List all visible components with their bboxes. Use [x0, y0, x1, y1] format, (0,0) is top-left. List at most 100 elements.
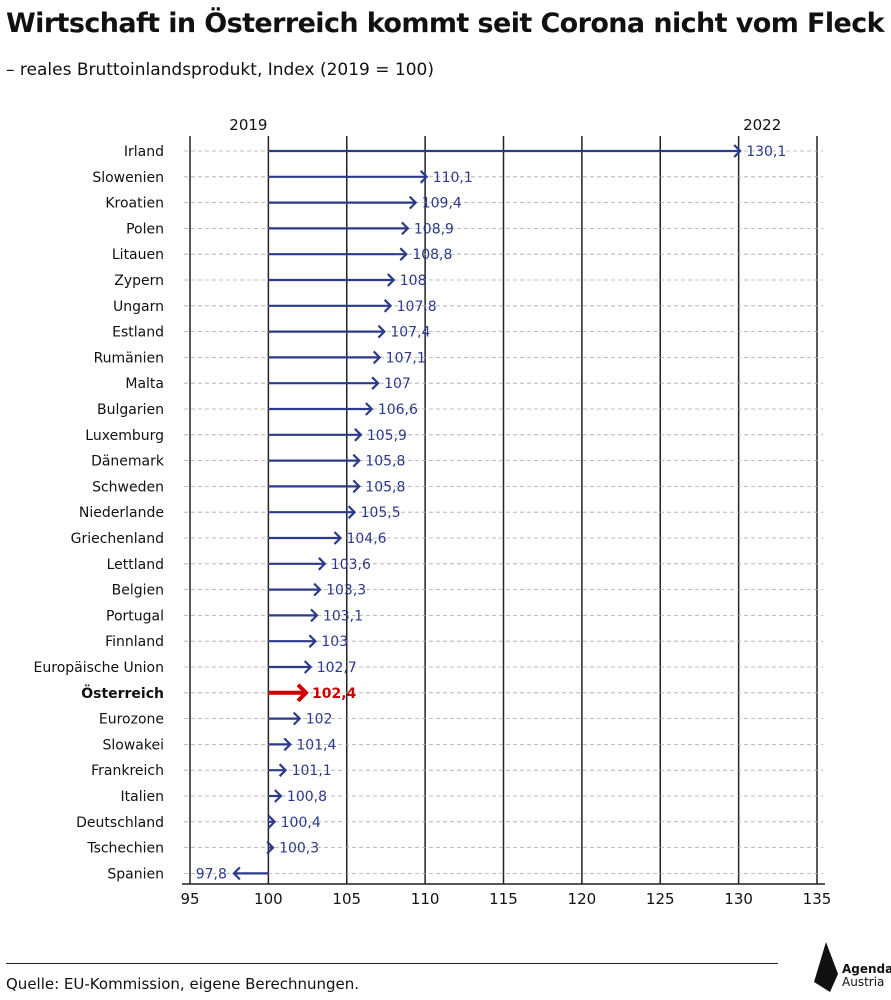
- category-label: Niederlande: [79, 505, 164, 521]
- chart-title: Wirtschaft in Österreich kommt seit Coro…: [6, 8, 885, 39]
- value-label: 105,5: [361, 505, 401, 521]
- row-9: Malta 107: [125, 376, 823, 392]
- value-label: 108: [400, 273, 427, 289]
- arrow-head: [313, 582, 322, 597]
- value-label: 109,4: [422, 196, 462, 212]
- x-tick-label: 95: [180, 890, 199, 908]
- category-label: Polen: [126, 221, 164, 237]
- arrow-head: [266, 840, 275, 855]
- row-23: Slowakei 101,4: [103, 737, 823, 753]
- arrow-head: [232, 866, 241, 881]
- category-label: Zypern: [114, 273, 164, 289]
- row-1: Slowenien 110,1: [92, 170, 823, 186]
- value-label: 100,8: [287, 789, 327, 805]
- value-label: 110,1: [433, 170, 473, 186]
- value-label: 108,8: [412, 247, 452, 263]
- row-12: Dänemark 105,8: [91, 454, 823, 470]
- category-label: Bulgarien: [97, 402, 164, 418]
- value-label: 105,8: [365, 479, 405, 495]
- row-21: Österreich 102,4: [81, 683, 823, 703]
- arrow-head: [377, 324, 386, 339]
- category-label: Finnland: [105, 634, 164, 650]
- arrow-head: [283, 737, 292, 752]
- logo-line1: Agenda: [842, 962, 891, 976]
- baseline-year-label: 2019: [229, 116, 267, 134]
- value-label: 103,3: [326, 583, 366, 599]
- arrow-head: [386, 273, 396, 287]
- x-tick-label: 100: [254, 890, 283, 908]
- x-tick-label: 110: [411, 890, 440, 908]
- arrow-head: [372, 350, 382, 365]
- row-2: Kroatien 109,4: [105, 196, 823, 212]
- value-label: 102,4: [312, 686, 357, 702]
- category-label: Italien: [121, 789, 164, 805]
- category-label: Dänemark: [91, 454, 165, 470]
- category-label: Slowenien: [92, 170, 164, 186]
- category-label: Rumänien: [94, 350, 164, 366]
- logo-mark-icon: [814, 942, 838, 992]
- x-tick-label: 115: [489, 890, 518, 908]
- value-label: 103,1: [323, 608, 363, 624]
- category-label: Irland: [124, 144, 164, 160]
- source-note: Quelle: EU-Kommission, eigene Berechnung…: [6, 975, 360, 993]
- agenda-austria-logo: Agenda Austria: [812, 940, 891, 996]
- arrow-head: [292, 711, 302, 726]
- value-label: 108,9: [414, 221, 454, 237]
- value-label: 101,4: [296, 737, 336, 753]
- category-label: Frankreich: [91, 763, 164, 779]
- logo-line2: Austria: [842, 975, 885, 989]
- row-25: Italien 100,8: [121, 789, 823, 805]
- row-8: Rumänien 107,1: [94, 350, 823, 366]
- arrow-head: [371, 376, 380, 390]
- category-label: Estland: [112, 325, 164, 341]
- category-label: Kroatien: [105, 196, 164, 212]
- arrow-head: [352, 453, 361, 468]
- row-11: Luxemburg 105,9: [85, 428, 823, 444]
- vertical-gridlines: [189, 136, 818, 884]
- arrow-head: [303, 660, 313, 674]
- arrow-head: [408, 195, 418, 210]
- category-label: Ungarn: [113, 299, 164, 315]
- value-label: 102,7: [317, 660, 357, 676]
- row-20: Europäische Union 102,7: [34, 660, 823, 676]
- x-tick-label: 125: [646, 890, 675, 908]
- row-7: Estland 107,4: [112, 325, 823, 341]
- row-17: Belgien 103,3: [112, 583, 823, 599]
- arrow-head: [419, 170, 429, 184]
- category-label: Lettland: [107, 557, 164, 573]
- arrow-head: [310, 608, 319, 623]
- category-label: Portugal: [106, 608, 164, 624]
- value-label: 103: [321, 634, 348, 650]
- row-22: Eurozone 102: [99, 712, 823, 728]
- value-label: 106,6: [378, 402, 418, 418]
- category-label: Litauen: [112, 247, 164, 263]
- row-6: Ungarn 107,8: [113, 299, 823, 315]
- row-10: Bulgarien 106,6: [97, 402, 823, 418]
- value-label: 100,3: [279, 841, 319, 857]
- x-tick-label: 105: [332, 890, 361, 908]
- value-label: 105,8: [365, 454, 405, 470]
- row-4: Litauen 108,8: [112, 247, 823, 263]
- value-label: 107: [384, 376, 411, 392]
- row-3: Polen 108,9: [126, 221, 823, 237]
- category-label: Griechenland: [71, 531, 164, 547]
- arrow-head: [274, 789, 283, 803]
- arrow-head: [352, 479, 361, 494]
- category-label: Deutschland: [76, 815, 164, 831]
- arrow-head: [383, 299, 393, 313]
- value-label: 107,4: [390, 325, 430, 341]
- value-label: 97,8: [196, 866, 227, 882]
- row-13: Schweden 105,8: [92, 479, 823, 495]
- x-tick-label: 130: [724, 890, 753, 908]
- row-24: Frankreich 101,1: [91, 763, 823, 779]
- row-26: Deutschland 100,4: [76, 815, 823, 831]
- value-label: 102: [306, 712, 333, 728]
- x-tick-label: 135: [803, 890, 832, 908]
- category-label: Österreich: [81, 684, 164, 702]
- row-18: Portugal 103,1: [106, 608, 823, 624]
- arrow-head: [308, 634, 317, 648]
- category-rows: Irland 130,1 Slowenien 110,1 Kroatien 109,4 Po…: [34, 144, 823, 882]
- row-28: Spanien 97,8: [107, 866, 823, 882]
- value-label: 130,1: [746, 144, 786, 160]
- chart-subtitle: – reales Bruttoinlandsprodukt, Index (20…: [6, 60, 434, 80]
